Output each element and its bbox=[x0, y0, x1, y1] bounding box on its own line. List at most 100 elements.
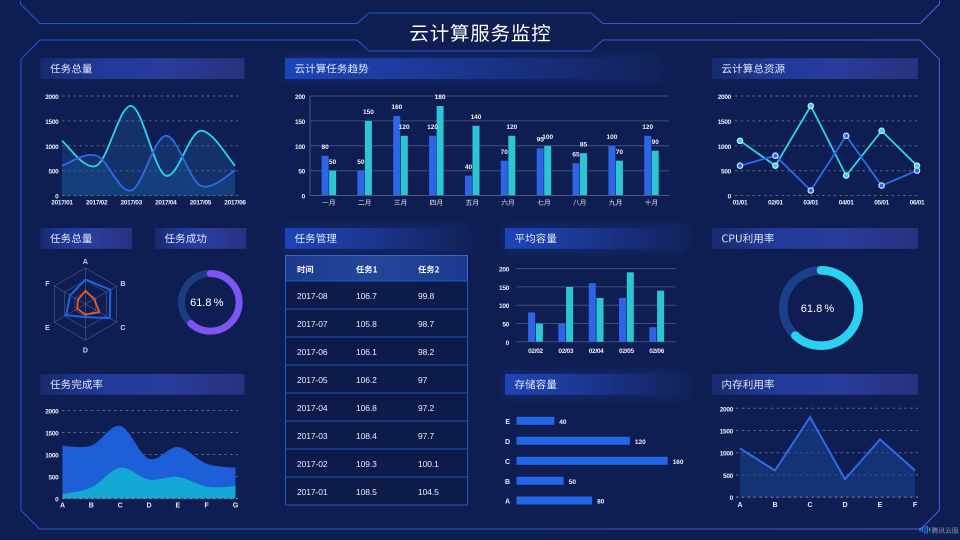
svg-text:D: D bbox=[83, 346, 88, 355]
svg-text:100.1: 100.1 bbox=[418, 459, 439, 469]
svg-text:150: 150 bbox=[295, 119, 306, 126]
svg-text:D: D bbox=[146, 503, 151, 510]
svg-text:200: 200 bbox=[499, 267, 510, 274]
svg-text:160: 160 bbox=[391, 104, 402, 111]
svg-text:A: A bbox=[83, 257, 88, 266]
svg-text:99.8: 99.8 bbox=[418, 291, 435, 301]
svg-text:A: A bbox=[60, 503, 65, 510]
svg-text:F: F bbox=[45, 279, 50, 288]
svg-text:150: 150 bbox=[499, 285, 510, 292]
svg-text:2017/03: 2017/03 bbox=[120, 200, 142, 207]
svg-text:1000: 1000 bbox=[45, 453, 59, 460]
svg-text:2000: 2000 bbox=[718, 94, 732, 101]
svg-text:0: 0 bbox=[506, 340, 510, 347]
svg-text:100: 100 bbox=[542, 134, 553, 141]
svg-text:2017-06: 2017-06 bbox=[297, 347, 328, 357]
svg-text:C: C bbox=[120, 323, 125, 332]
svg-text:1500: 1500 bbox=[718, 119, 732, 126]
svg-text:70: 70 bbox=[501, 149, 509, 156]
svg-text:2017-08: 2017-08 bbox=[297, 291, 328, 301]
svg-text:1000: 1000 bbox=[720, 451, 734, 458]
svg-text:500: 500 bbox=[49, 475, 60, 482]
svg-text:160: 160 bbox=[673, 459, 684, 466]
svg-text:85: 85 bbox=[580, 141, 588, 148]
svg-text:108.4: 108.4 bbox=[356, 431, 377, 441]
svg-text:F: F bbox=[913, 502, 918, 509]
svg-text:02/06: 02/06 bbox=[649, 348, 664, 355]
svg-text:E: E bbox=[878, 502, 883, 509]
svg-text:2017-04: 2017-04 bbox=[297, 403, 328, 413]
svg-text:50: 50 bbox=[569, 479, 577, 486]
svg-text:98.2: 98.2 bbox=[418, 347, 435, 357]
svg-text:70: 70 bbox=[616, 149, 624, 156]
svg-text:0: 0 bbox=[728, 194, 732, 201]
svg-text:E: E bbox=[175, 503, 180, 510]
svg-text:200: 200 bbox=[295, 94, 306, 101]
svg-text:50: 50 bbox=[329, 159, 337, 166]
svg-text:106.7: 106.7 bbox=[356, 291, 377, 301]
svg-text:2017-03: 2017-03 bbox=[297, 431, 328, 441]
svg-text:D: D bbox=[505, 439, 510, 446]
svg-text:100: 100 bbox=[295, 144, 306, 151]
svg-text:02/02: 02/02 bbox=[528, 348, 543, 355]
svg-text:120: 120 bbox=[642, 124, 653, 131]
svg-text:1000: 1000 bbox=[718, 144, 732, 151]
svg-text:2017-07: 2017-07 bbox=[297, 319, 328, 329]
svg-text:B: B bbox=[772, 502, 777, 509]
svg-text:0: 0 bbox=[55, 497, 59, 504]
svg-text:97.7: 97.7 bbox=[418, 431, 435, 441]
svg-text:0: 0 bbox=[55, 194, 59, 201]
svg-text:500: 500 bbox=[49, 169, 60, 176]
svg-text:106.1: 106.1 bbox=[356, 347, 377, 357]
svg-text:2000: 2000 bbox=[720, 406, 734, 413]
svg-text:2000: 2000 bbox=[45, 94, 59, 101]
svg-text:B: B bbox=[505, 479, 510, 486]
svg-text:100: 100 bbox=[606, 134, 617, 141]
svg-text:G: G bbox=[233, 503, 239, 510]
svg-text:40: 40 bbox=[559, 419, 567, 426]
svg-text:120: 120 bbox=[635, 439, 646, 446]
svg-text:05/01: 05/01 bbox=[874, 200, 889, 207]
svg-text:40: 40 bbox=[465, 164, 473, 171]
svg-text:1500: 1500 bbox=[45, 431, 59, 438]
svg-text:500: 500 bbox=[723, 473, 734, 480]
svg-text:2000: 2000 bbox=[45, 409, 59, 416]
svg-text:50: 50 bbox=[298, 169, 305, 176]
svg-text:50: 50 bbox=[502, 322, 509, 329]
svg-text:80: 80 bbox=[597, 499, 605, 506]
svg-text:A: A bbox=[505, 499, 510, 506]
svg-text:B: B bbox=[120, 279, 125, 288]
svg-text:2017/05: 2017/05 bbox=[190, 200, 212, 207]
svg-text:50: 50 bbox=[357, 159, 365, 166]
svg-text:2017/04: 2017/04 bbox=[155, 200, 177, 207]
svg-text:61.8 %: 61.8 % bbox=[190, 297, 224, 309]
svg-text:02/03: 02/03 bbox=[558, 348, 573, 355]
svg-text:1000: 1000 bbox=[45, 144, 59, 151]
svg-text:1500: 1500 bbox=[45, 119, 59, 126]
svg-text:04/01: 04/01 bbox=[839, 200, 854, 207]
svg-text:120: 120 bbox=[399, 124, 410, 131]
svg-text:E: E bbox=[505, 419, 510, 426]
svg-text:2017-05: 2017-05 bbox=[297, 375, 328, 385]
svg-text:02/04: 02/04 bbox=[589, 348, 604, 355]
svg-text:A: A bbox=[737, 502, 742, 509]
svg-text:104.5: 104.5 bbox=[418, 487, 439, 497]
svg-text:1500: 1500 bbox=[720, 429, 734, 436]
svg-text:C: C bbox=[118, 503, 123, 510]
svg-text:C: C bbox=[505, 459, 510, 466]
svg-text:80: 80 bbox=[321, 144, 329, 151]
svg-text:02/05: 02/05 bbox=[619, 348, 634, 355]
svg-text:500: 500 bbox=[721, 169, 732, 176]
svg-text:2017/01: 2017/01 bbox=[51, 200, 73, 207]
svg-text:0: 0 bbox=[302, 194, 306, 201]
svg-text:01/01: 01/01 bbox=[733, 200, 748, 207]
svg-text:108.5: 108.5 bbox=[356, 487, 377, 497]
svg-text:2017/02: 2017/02 bbox=[86, 200, 108, 207]
svg-text:2017-01: 2017-01 bbox=[297, 487, 328, 497]
svg-text:2017/06: 2017/06 bbox=[224, 200, 246, 207]
svg-text:150: 150 bbox=[363, 109, 374, 116]
svg-text:100: 100 bbox=[499, 303, 510, 310]
svg-text:97: 97 bbox=[418, 375, 428, 385]
svg-text:105.8: 105.8 bbox=[356, 319, 377, 329]
svg-text:120: 120 bbox=[506, 124, 517, 131]
